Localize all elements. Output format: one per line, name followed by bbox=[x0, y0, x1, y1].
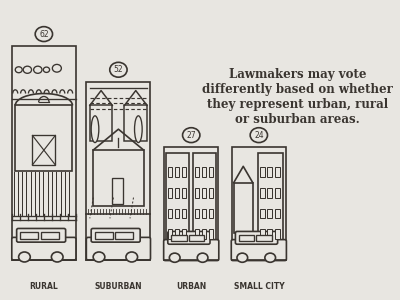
FancyBboxPatch shape bbox=[168, 230, 172, 239]
FancyBboxPatch shape bbox=[258, 153, 283, 242]
FancyBboxPatch shape bbox=[260, 208, 265, 218]
FancyBboxPatch shape bbox=[195, 167, 199, 177]
Text: RURAL: RURAL bbox=[30, 282, 58, 291]
Circle shape bbox=[182, 128, 200, 142]
FancyBboxPatch shape bbox=[209, 230, 213, 239]
Text: SUBURBAN: SUBURBAN bbox=[94, 282, 142, 291]
Circle shape bbox=[110, 62, 127, 77]
FancyBboxPatch shape bbox=[175, 230, 179, 239]
Circle shape bbox=[34, 66, 42, 73]
FancyBboxPatch shape bbox=[202, 230, 206, 239]
Circle shape bbox=[126, 252, 138, 262]
Text: Lawmakers may vote
differently based on whether
they represent urban, rural
or s: Lawmakers may vote differently based on … bbox=[202, 68, 393, 125]
FancyBboxPatch shape bbox=[236, 231, 278, 244]
Text: 27: 27 bbox=[186, 130, 196, 140]
FancyBboxPatch shape bbox=[166, 153, 189, 242]
FancyBboxPatch shape bbox=[164, 147, 218, 260]
Ellipse shape bbox=[134, 116, 142, 142]
FancyBboxPatch shape bbox=[195, 188, 199, 198]
FancyBboxPatch shape bbox=[189, 235, 204, 241]
FancyBboxPatch shape bbox=[168, 208, 172, 218]
Text: 62: 62 bbox=[39, 30, 49, 39]
Circle shape bbox=[51, 252, 63, 262]
FancyBboxPatch shape bbox=[112, 178, 124, 203]
FancyBboxPatch shape bbox=[239, 235, 254, 241]
Circle shape bbox=[19, 252, 30, 262]
FancyBboxPatch shape bbox=[268, 167, 272, 177]
Ellipse shape bbox=[91, 116, 99, 142]
FancyBboxPatch shape bbox=[168, 231, 210, 244]
FancyBboxPatch shape bbox=[168, 167, 172, 177]
FancyBboxPatch shape bbox=[268, 230, 272, 239]
FancyBboxPatch shape bbox=[209, 167, 213, 177]
FancyBboxPatch shape bbox=[275, 167, 280, 177]
FancyBboxPatch shape bbox=[17, 229, 66, 242]
FancyBboxPatch shape bbox=[193, 153, 216, 242]
FancyBboxPatch shape bbox=[260, 167, 265, 177]
FancyBboxPatch shape bbox=[175, 188, 179, 198]
Circle shape bbox=[250, 128, 268, 142]
FancyBboxPatch shape bbox=[93, 150, 144, 206]
FancyBboxPatch shape bbox=[124, 105, 147, 141]
FancyBboxPatch shape bbox=[275, 188, 280, 198]
FancyBboxPatch shape bbox=[182, 188, 186, 198]
FancyBboxPatch shape bbox=[12, 46, 76, 260]
FancyBboxPatch shape bbox=[32, 135, 55, 165]
Circle shape bbox=[15, 67, 22, 73]
FancyBboxPatch shape bbox=[268, 188, 272, 198]
FancyBboxPatch shape bbox=[202, 188, 206, 198]
FancyBboxPatch shape bbox=[182, 208, 186, 218]
Text: SMALL CITY: SMALL CITY bbox=[234, 282, 284, 291]
FancyBboxPatch shape bbox=[175, 208, 179, 218]
Circle shape bbox=[35, 27, 52, 41]
FancyBboxPatch shape bbox=[260, 188, 265, 198]
FancyBboxPatch shape bbox=[95, 232, 113, 239]
Circle shape bbox=[23, 66, 32, 73]
FancyBboxPatch shape bbox=[91, 229, 140, 242]
FancyBboxPatch shape bbox=[90, 105, 112, 141]
FancyBboxPatch shape bbox=[231, 240, 286, 261]
FancyBboxPatch shape bbox=[260, 230, 265, 239]
FancyBboxPatch shape bbox=[40, 232, 59, 239]
FancyBboxPatch shape bbox=[202, 208, 206, 218]
FancyBboxPatch shape bbox=[232, 147, 286, 260]
Text: 52: 52 bbox=[114, 65, 123, 74]
FancyBboxPatch shape bbox=[195, 230, 199, 239]
Circle shape bbox=[197, 253, 208, 262]
Circle shape bbox=[93, 252, 105, 262]
FancyBboxPatch shape bbox=[175, 167, 179, 177]
Circle shape bbox=[265, 253, 276, 262]
FancyBboxPatch shape bbox=[182, 167, 186, 177]
FancyBboxPatch shape bbox=[15, 105, 72, 171]
FancyBboxPatch shape bbox=[209, 188, 213, 198]
Circle shape bbox=[52, 64, 61, 72]
FancyBboxPatch shape bbox=[86, 237, 150, 260]
FancyBboxPatch shape bbox=[182, 230, 186, 239]
FancyBboxPatch shape bbox=[209, 208, 213, 218]
FancyBboxPatch shape bbox=[202, 167, 206, 177]
FancyBboxPatch shape bbox=[256, 235, 272, 241]
Circle shape bbox=[169, 253, 180, 262]
FancyBboxPatch shape bbox=[275, 230, 280, 239]
Circle shape bbox=[237, 253, 248, 262]
Text: 24: 24 bbox=[254, 130, 264, 140]
FancyBboxPatch shape bbox=[195, 208, 199, 218]
FancyBboxPatch shape bbox=[234, 183, 253, 233]
FancyBboxPatch shape bbox=[115, 232, 133, 239]
FancyBboxPatch shape bbox=[275, 208, 280, 218]
FancyBboxPatch shape bbox=[268, 208, 272, 218]
FancyBboxPatch shape bbox=[164, 240, 219, 261]
FancyBboxPatch shape bbox=[86, 82, 150, 260]
Circle shape bbox=[43, 67, 50, 72]
FancyBboxPatch shape bbox=[12, 237, 76, 260]
FancyBboxPatch shape bbox=[168, 188, 172, 198]
FancyBboxPatch shape bbox=[20, 232, 38, 239]
FancyBboxPatch shape bbox=[171, 235, 187, 241]
Text: URBAN: URBAN bbox=[176, 282, 206, 291]
